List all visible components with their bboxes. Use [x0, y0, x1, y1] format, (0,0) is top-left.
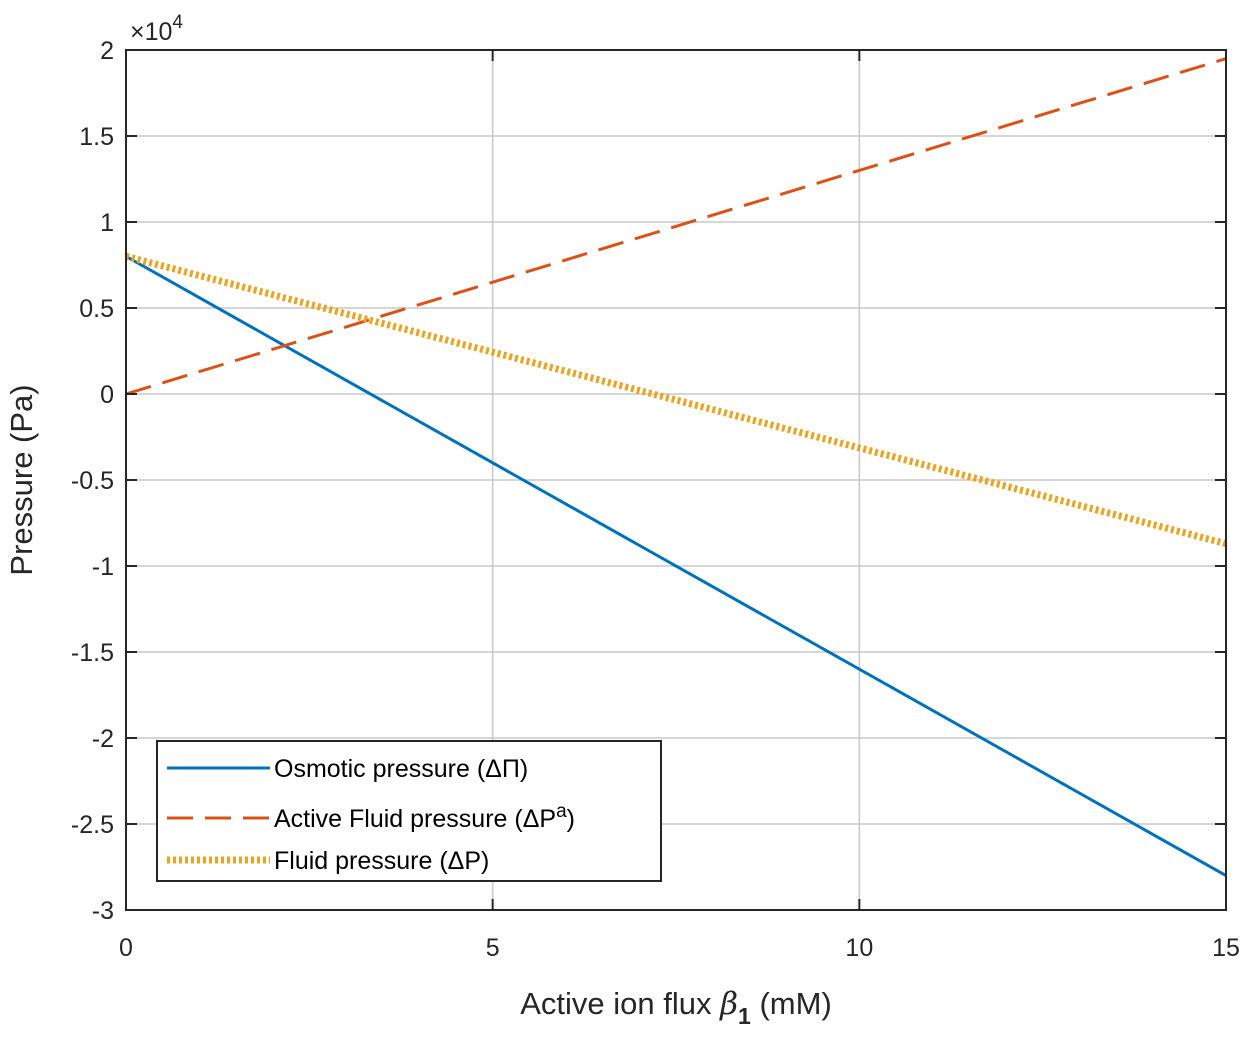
- y-tick-label: -2.5: [71, 811, 114, 839]
- y-exponent-label: ×104: [130, 12, 183, 46]
- y-tick-label: 0: [100, 381, 114, 409]
- x-axis-label: Active ion flux β1 (mM): [520, 986, 832, 1031]
- y-tick-label: -3: [92, 897, 114, 925]
- legend-label-1: Osmotic pressure (ΔΠ): [274, 755, 528, 783]
- x-axis-symbol: β: [719, 986, 738, 1022]
- y-tick-label: 1.5: [79, 123, 114, 151]
- y-tick-label: -1.5: [71, 639, 114, 667]
- y-exponent-prefix: ×10: [130, 18, 172, 46]
- x-tick-label: 0: [119, 934, 133, 962]
- x-tick-label: 5: [486, 934, 500, 962]
- legend-label-2: Active Fluid pressure (ΔPa): [274, 801, 575, 833]
- x-ticks: 0 5 10 15: [119, 50, 1240, 962]
- y-exponent-power: 4: [172, 12, 183, 33]
- y-axis-label: Pressure (Pa): [4, 384, 39, 575]
- y-tick-label: 1: [100, 209, 114, 237]
- y-tick-label: -0.5: [71, 467, 114, 495]
- series-lines: [125, 57, 1227, 877]
- y-tick-label: -2: [92, 725, 114, 753]
- legend-label-3: Fluid pressure (ΔP): [274, 847, 489, 875]
- legend: Osmotic pressure (ΔΠ) Active Fluid pressu…: [156, 740, 662, 882]
- y-tick-label: -1: [92, 553, 114, 581]
- x-axis-label-text: Active ion flux: [520, 986, 712, 1021]
- x-tick-label: 10: [845, 934, 873, 962]
- x-tick-label: 15: [1212, 934, 1240, 962]
- y-tick-label: 0.5: [79, 295, 114, 323]
- series-line-1: [125, 255, 1227, 877]
- x-axis-subscript: 1: [738, 1003, 751, 1029]
- legend-items: Osmotic pressure (ΔΠ) Active Fluid pressu…: [167, 755, 575, 875]
- series-line-2: [125, 57, 1227, 396]
- y-ticks: -3 -2.5 -2 -1.5 -1 -0.5 0 0.5 1 1.5 2: [71, 37, 1226, 925]
- x-axis-unit: (mM): [759, 986, 831, 1021]
- y-tick-label: 2: [100, 37, 114, 65]
